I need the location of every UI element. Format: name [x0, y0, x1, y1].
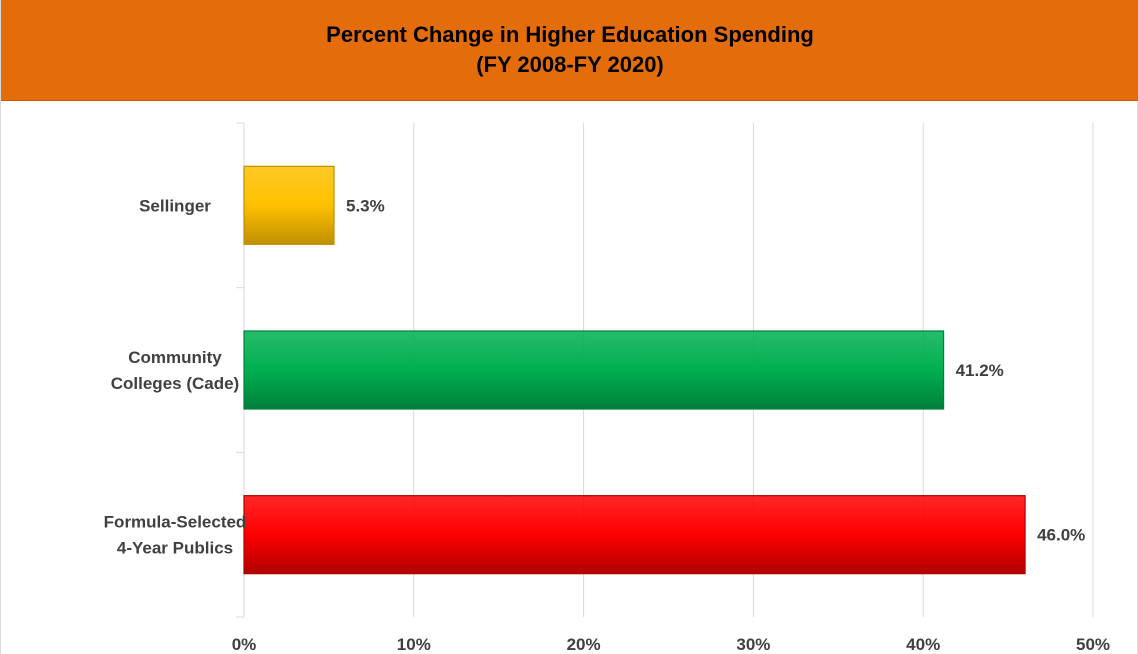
bar-0: [243, 165, 335, 245]
data-label-0: 5.3%: [346, 196, 385, 215]
chart-subtitle: (FY 2008-FY 2020): [476, 52, 664, 77]
category-label-0-0: Sellinger: [139, 196, 211, 215]
bar-2: [243, 495, 1026, 575]
x-tick-label-4: 40%: [906, 635, 940, 654]
category-label-2-1: 4-Year Publics: [117, 539, 233, 558]
category-label-1-1: Colleges (Cade): [111, 374, 239, 393]
x-tick-label-0: 0%: [232, 635, 257, 654]
x-tick-label-3: 30%: [736, 635, 770, 654]
x-tick-label-5: 50%: [1076, 635, 1110, 654]
chart-title: Percent Change in Higher Education Spend…: [326, 22, 814, 47]
category-label-1-0: Community: [128, 348, 222, 367]
bar-1: [243, 330, 945, 410]
chart-title-band: Percent Change in Higher Education Spend…: [1, 0, 1138, 101]
x-tick-label-1: 10%: [397, 635, 431, 654]
x-tick-label-2: 20%: [567, 635, 601, 654]
data-label-2: 46.0%: [1037, 526, 1085, 545]
category-label-2-0: Formula-Selected: [104, 513, 247, 532]
data-label-1: 41.2%: [956, 361, 1004, 380]
